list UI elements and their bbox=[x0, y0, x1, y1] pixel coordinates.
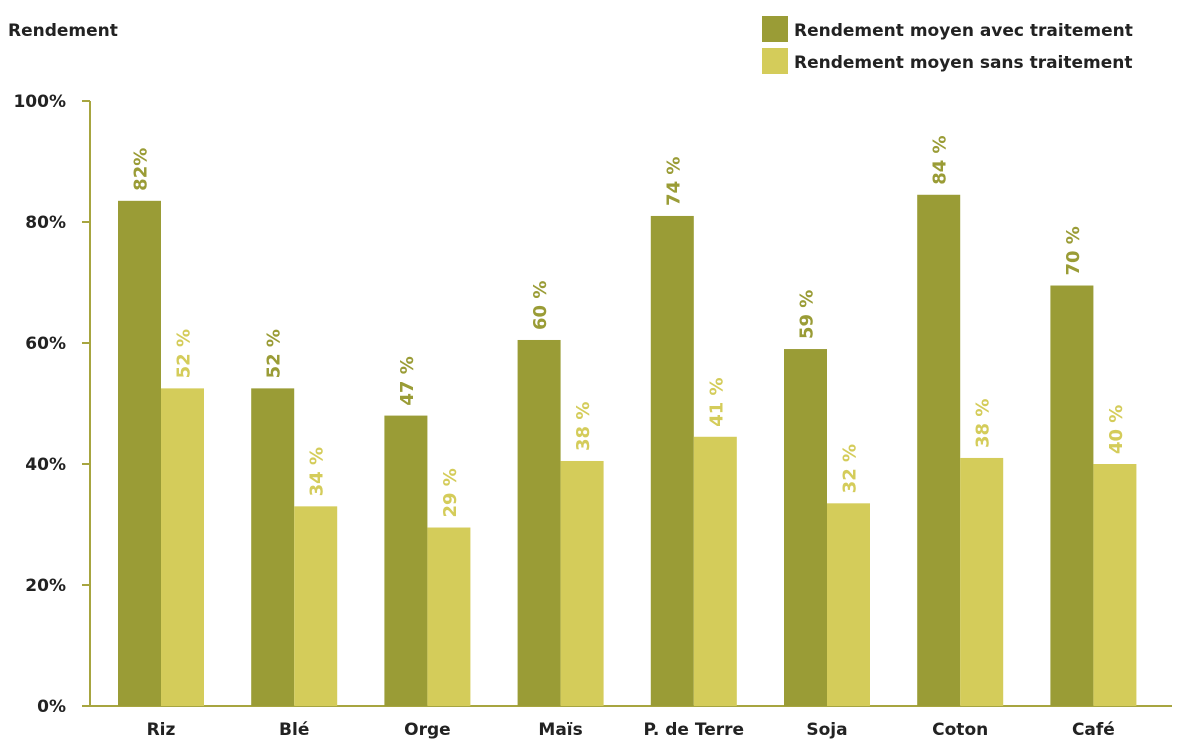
bar-value-label: 29 % bbox=[440, 468, 461, 517]
bar-value-label: 82% bbox=[131, 148, 152, 191]
y-axis-title: Rendement bbox=[8, 21, 118, 41]
legend-label: Rendement moyen avec traitement bbox=[794, 21, 1133, 41]
y-tick-label: 80% bbox=[25, 213, 66, 233]
bar-value-label: 32 % bbox=[840, 444, 861, 493]
y-tick-label: 20% bbox=[25, 576, 66, 596]
x-category-label: Coton bbox=[932, 720, 988, 740]
bar-without-treatment bbox=[693, 436, 737, 706]
x-category-label: Café bbox=[1072, 720, 1115, 740]
y-tick-label: 0% bbox=[37, 697, 66, 717]
bar-value-label: 59 % bbox=[797, 290, 818, 339]
legend-swatch bbox=[762, 16, 788, 42]
bar-without-treatment bbox=[294, 506, 338, 706]
bar-value-label: 74 % bbox=[663, 157, 684, 206]
bar-without-treatment bbox=[960, 457, 1004, 706]
bar-without-treatment bbox=[161, 388, 204, 706]
x-category-label: Riz bbox=[147, 720, 176, 740]
bar-with-treatment bbox=[251, 388, 295, 706]
x-category-label: Soja bbox=[806, 720, 847, 740]
bar-with-treatment bbox=[384, 415, 428, 706]
bar-with-treatment bbox=[517, 339, 561, 706]
bar-with-treatment bbox=[650, 215, 694, 706]
x-category-label: Blé bbox=[279, 720, 309, 740]
bar-value-label: 52 % bbox=[264, 329, 285, 378]
bars bbox=[118, 194, 1137, 706]
bar-value-label: 41 % bbox=[706, 377, 727, 426]
legend-label: Rendement moyen sans traitement bbox=[794, 53, 1133, 73]
bar-with-treatment bbox=[1050, 285, 1094, 706]
bar-value-label: 60 % bbox=[530, 281, 551, 330]
x-category-label: Maïs bbox=[538, 720, 582, 740]
x-category-label: Orge bbox=[404, 720, 451, 740]
bar-value-label: 38 % bbox=[573, 402, 594, 451]
bar-value-label: 70 % bbox=[1063, 226, 1084, 275]
y-tick-label: 60% bbox=[25, 334, 66, 354]
bar-value-label: 52 % bbox=[174, 329, 195, 378]
bar-with-treatment bbox=[917, 194, 961, 706]
legend: Rendement moyen avec traitement Rendement… bbox=[762, 16, 1133, 74]
bar-value-label: 38 % bbox=[973, 399, 994, 448]
data-labels: 82% 52 % 52 % 34 % 47 % 29 % 60 % 38 % 74 % 41 % 5… bbox=[131, 135, 1127, 517]
y-tick-label: 100% bbox=[13, 92, 66, 112]
bar-with-treatment bbox=[118, 200, 161, 706]
bar-without-treatment bbox=[427, 527, 471, 706]
bar-with-treatment bbox=[784, 349, 827, 706]
y-tick-label: 40% bbox=[25, 455, 66, 475]
legend-swatch bbox=[762, 48, 788, 74]
bar-without-treatment bbox=[827, 503, 870, 706]
x-category-label: P. de Terre bbox=[644, 720, 745, 740]
bar-value-label: 40 % bbox=[1106, 405, 1127, 454]
bar-value-label: 34 % bbox=[307, 447, 328, 496]
bar-without-treatment bbox=[560, 460, 604, 706]
axes: 0% 20% 40% 60% 80% 100% Riz Blé Orge Maïs P. de Te… bbox=[13, 92, 1172, 740]
bar-value-label: 47 % bbox=[397, 356, 418, 405]
bar-without-treatment bbox=[1093, 464, 1137, 706]
bar-value-label: 84 % bbox=[930, 135, 951, 184]
